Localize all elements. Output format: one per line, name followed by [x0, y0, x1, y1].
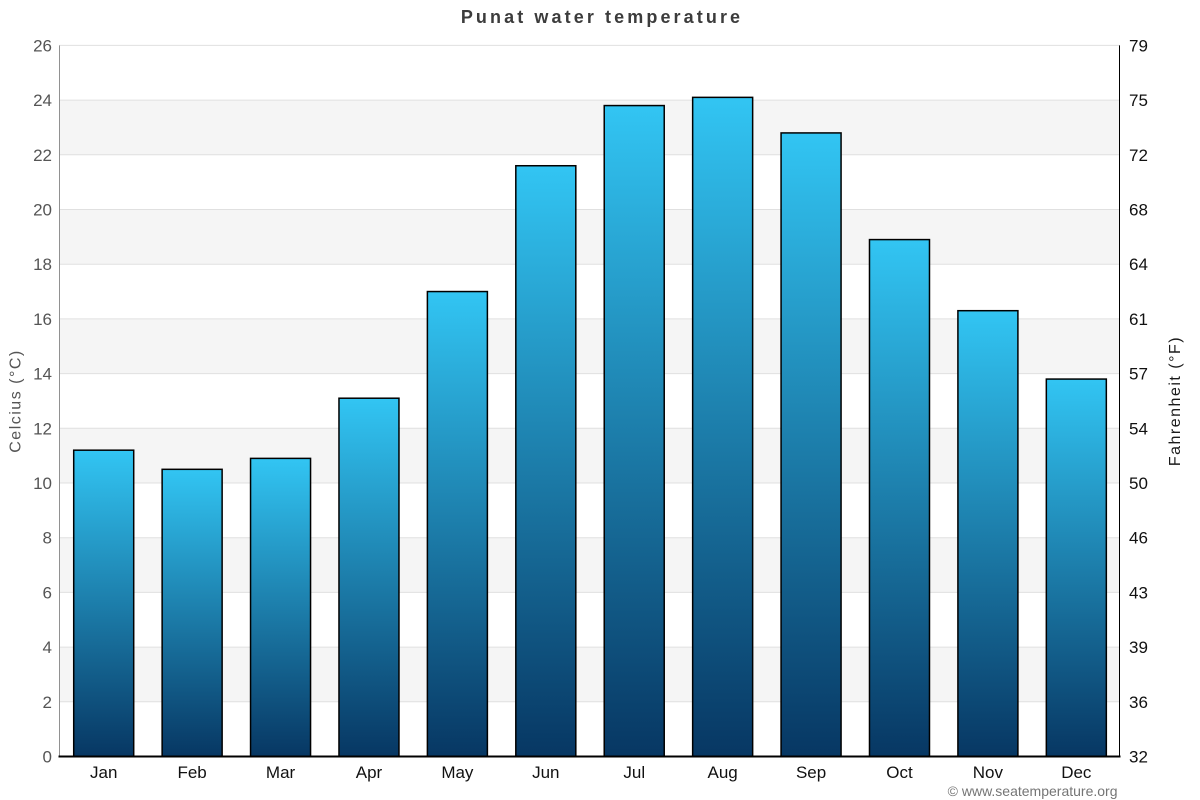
svg-text:79: 79 [1129, 36, 1148, 55]
svg-text:Oct: Oct [886, 763, 913, 782]
svg-text:20: 20 [33, 201, 52, 220]
svg-text:75: 75 [1129, 91, 1148, 110]
svg-text:14: 14 [33, 365, 52, 384]
svg-text:6: 6 [43, 583, 52, 602]
svg-text:4: 4 [43, 638, 52, 657]
svg-text:72: 72 [1129, 146, 1148, 165]
svg-text:Dec: Dec [1061, 763, 1092, 782]
svg-text:68: 68 [1129, 201, 1148, 220]
svg-text:Fahrenheit (°F): Fahrenheit (°F) [1167, 336, 1184, 466]
svg-text:36: 36 [1129, 693, 1148, 712]
svg-text:26: 26 [33, 36, 52, 55]
svg-text:Jun: Jun [532, 763, 559, 782]
svg-text:39: 39 [1129, 638, 1148, 657]
svg-text:57: 57 [1129, 365, 1148, 384]
svg-text:Apr: Apr [356, 763, 383, 782]
svg-text:Feb: Feb [177, 763, 206, 782]
svg-text:18: 18 [33, 255, 52, 274]
svg-text:12: 12 [33, 419, 52, 438]
svg-text:May: May [441, 763, 474, 782]
svg-text:Aug: Aug [708, 763, 738, 782]
svg-text:2: 2 [43, 693, 52, 712]
svg-text:Mar: Mar [266, 763, 296, 782]
svg-text:Nov: Nov [973, 763, 1004, 782]
svg-text:Celcius (°C): Celcius (°C) [8, 349, 25, 453]
svg-text:© www.seatemperature.org: © www.seatemperature.org [948, 783, 1118, 799]
svg-text:Punat water temperature: Punat water temperature [461, 7, 743, 27]
svg-text:43: 43 [1129, 583, 1148, 602]
svg-text:24: 24 [33, 91, 52, 110]
svg-text:8: 8 [43, 529, 52, 548]
svg-text:22: 22 [33, 146, 52, 165]
svg-text:32: 32 [1129, 748, 1148, 767]
svg-text:61: 61 [1129, 310, 1148, 329]
svg-text:Sep: Sep [796, 763, 826, 782]
svg-text:50: 50 [1129, 474, 1148, 493]
svg-text:Jul: Jul [623, 763, 645, 782]
svg-text:46: 46 [1129, 529, 1148, 548]
svg-text:0: 0 [43, 748, 52, 767]
svg-text:54: 54 [1129, 419, 1148, 438]
svg-text:64: 64 [1129, 255, 1148, 274]
svg-text:10: 10 [33, 474, 52, 493]
svg-text:Jan: Jan [90, 763, 117, 782]
svg-text:16: 16 [33, 310, 52, 329]
